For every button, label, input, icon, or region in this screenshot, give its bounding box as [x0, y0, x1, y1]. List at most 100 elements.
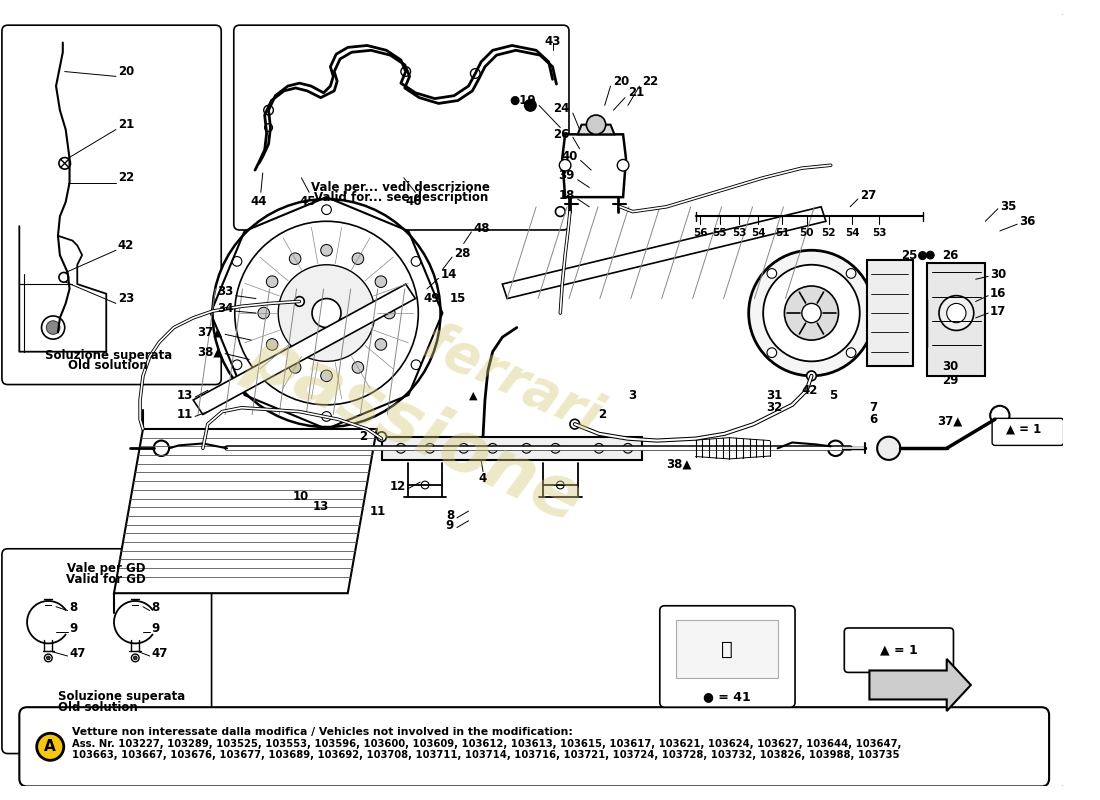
Text: 103663, 103667, 103676, 103677, 103689, 103692, 103708, 103711, 103714, 103716, : 103663, 103667, 103676, 103677, 103689, … — [73, 750, 900, 760]
Circle shape — [556, 206, 565, 217]
Circle shape — [586, 115, 606, 134]
Circle shape — [232, 257, 242, 266]
Circle shape — [59, 158, 70, 169]
Text: 47: 47 — [152, 646, 168, 659]
Circle shape — [525, 99, 536, 111]
Circle shape — [400, 66, 410, 76]
Circle shape — [767, 269, 777, 278]
Text: 50: 50 — [800, 228, 814, 238]
Text: 42: 42 — [118, 239, 134, 252]
Circle shape — [623, 443, 632, 453]
Text: 8: 8 — [152, 601, 160, 614]
Polygon shape — [503, 206, 826, 298]
Text: 47: 47 — [69, 646, 86, 659]
Text: 22: 22 — [642, 74, 659, 88]
Circle shape — [321, 245, 332, 256]
Text: 11: 11 — [177, 408, 194, 421]
Text: 52: 52 — [822, 228, 836, 238]
Circle shape — [36, 734, 64, 760]
Circle shape — [411, 257, 421, 266]
Text: 48: 48 — [473, 222, 490, 234]
Text: 31: 31 — [767, 389, 782, 402]
Circle shape — [212, 199, 440, 427]
Text: 8: 8 — [446, 510, 454, 522]
Text: passione: passione — [238, 322, 594, 537]
Text: 55: 55 — [713, 228, 727, 238]
Circle shape — [802, 303, 821, 322]
Text: Vale per... vedi descrizione: Vale per... vedi descrizione — [311, 181, 491, 194]
Text: 30: 30 — [990, 268, 1006, 281]
Text: 22: 22 — [118, 171, 134, 184]
Circle shape — [375, 276, 387, 287]
Text: ●19: ●19 — [509, 94, 536, 107]
Text: 27: 27 — [860, 189, 876, 202]
Polygon shape — [869, 659, 971, 711]
Circle shape — [46, 656, 51, 660]
Text: 28: 28 — [454, 246, 471, 260]
FancyBboxPatch shape — [2, 549, 211, 754]
Text: 14: 14 — [440, 268, 456, 281]
Circle shape — [617, 159, 629, 171]
Circle shape — [321, 370, 332, 382]
Text: 17: 17 — [990, 305, 1006, 318]
Text: 49: 49 — [424, 292, 440, 305]
Text: 2: 2 — [359, 430, 367, 443]
Text: 46: 46 — [405, 195, 421, 208]
Circle shape — [459, 443, 469, 453]
Text: ▲: ▲ — [469, 390, 477, 400]
Text: 🐎: 🐎 — [720, 640, 733, 658]
Text: 7: 7 — [869, 402, 878, 414]
Polygon shape — [114, 429, 376, 594]
Circle shape — [551, 443, 560, 453]
Circle shape — [421, 481, 429, 489]
Text: 4: 4 — [478, 473, 487, 486]
Text: 38▲: 38▲ — [197, 345, 222, 358]
Polygon shape — [562, 134, 626, 197]
Text: 43: 43 — [544, 35, 561, 48]
Text: 15: 15 — [449, 292, 465, 305]
Circle shape — [926, 251, 934, 259]
Text: 33: 33 — [218, 286, 234, 298]
Text: Ass. Nr. 103227, 103289, 103525, 103553, 103596, 103600, 103609, 103612, 103613,: Ass. Nr. 103227, 103289, 103525, 103553,… — [73, 739, 902, 749]
Bar — [676, 620, 778, 678]
Text: Vetture non interessate dalla modifica / Vehicles not involved in the modificati: Vetture non interessate dalla modifica /… — [73, 726, 573, 737]
Text: 36: 36 — [1020, 214, 1035, 228]
Circle shape — [44, 654, 52, 662]
Bar — [382, 437, 642, 460]
Text: ferrari: ferrari — [415, 317, 609, 445]
Circle shape — [749, 250, 874, 376]
Polygon shape — [927, 263, 986, 376]
Circle shape — [266, 338, 278, 350]
Circle shape — [559, 159, 571, 171]
Circle shape — [411, 360, 421, 370]
Circle shape — [266, 276, 278, 287]
Polygon shape — [868, 260, 913, 366]
Circle shape — [990, 406, 1010, 425]
FancyBboxPatch shape — [2, 25, 221, 385]
Circle shape — [947, 303, 966, 322]
Circle shape — [557, 481, 564, 489]
Circle shape — [42, 316, 65, 339]
Text: 9: 9 — [446, 519, 454, 532]
Text: 2: 2 — [598, 408, 607, 421]
Text: 20: 20 — [614, 74, 629, 88]
Circle shape — [59, 273, 68, 282]
Circle shape — [376, 432, 386, 442]
Text: Vale per GD: Vale per GD — [67, 562, 145, 575]
Text: 44: 44 — [251, 195, 267, 208]
Text: 13: 13 — [177, 389, 194, 402]
Text: 3: 3 — [628, 389, 636, 402]
Text: 53: 53 — [732, 228, 746, 238]
Text: 45: 45 — [299, 195, 316, 208]
Text: 26: 26 — [942, 249, 958, 262]
Text: 9: 9 — [69, 622, 78, 635]
Circle shape — [521, 443, 531, 453]
Circle shape — [46, 321, 59, 334]
Circle shape — [939, 296, 974, 330]
Circle shape — [295, 297, 305, 306]
Text: 12: 12 — [389, 481, 406, 494]
Text: ● = 41: ● = 41 — [703, 690, 750, 703]
Polygon shape — [194, 284, 416, 414]
Text: 10: 10 — [293, 490, 309, 503]
Text: 16: 16 — [990, 287, 1006, 300]
